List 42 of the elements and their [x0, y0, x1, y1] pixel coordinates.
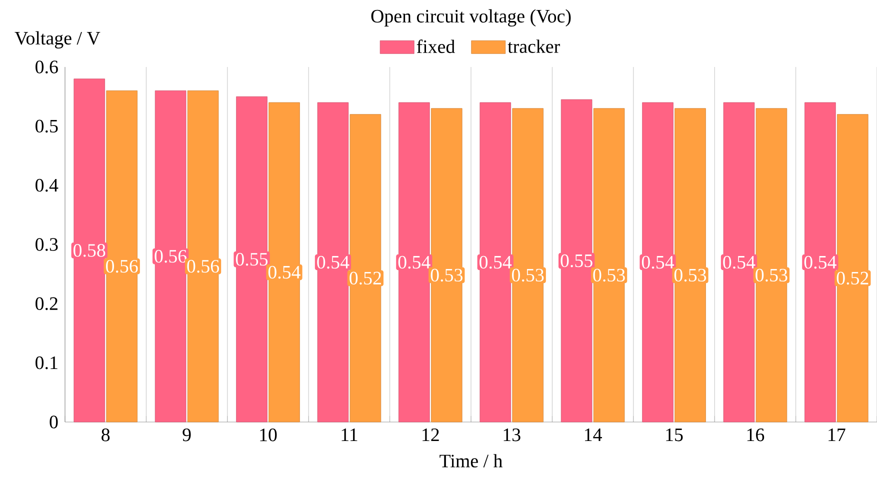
y-tick-label: 0.5: [36, 120, 58, 133]
y-tick-label: 0.4: [36, 178, 58, 192]
data-label: 0.53: [593, 268, 625, 282]
data-label: 0.53: [512, 268, 544, 282]
x-tick-label: 15: [666, 428, 683, 442]
data-label: 0.54: [642, 256, 674, 269]
data-label: 0.56: [187, 260, 220, 273]
data-label: 0.56: [154, 250, 187, 263]
y-tick-label: 0: [50, 416, 58, 428]
y-tick-label: 0.3: [36, 238, 58, 251]
data-label: 0.52: [350, 272, 381, 285]
data-label: 0.54: [480, 256, 512, 269]
x-tick-label: 12: [422, 428, 439, 442]
x-tick-label: 13: [504, 428, 520, 442]
x-tick-label: 8: [102, 428, 110, 442]
x-tick-label: 14: [585, 428, 602, 442]
data-label: 0.52: [836, 272, 868, 285]
x-tick-label: 17: [828, 428, 846, 442]
x-tick-label: 11: [342, 428, 358, 442]
data-label: 0.56: [106, 260, 138, 273]
data-label: 0.54: [804, 256, 836, 269]
data-label: 0.54: [398, 256, 430, 269]
x-tick-label: 16: [747, 428, 764, 442]
y-tick-label: 0.2: [36, 297, 58, 310]
y-axis-title: Voltage / V: [14, 31, 100, 48]
chart-title: Open circuit voltage (Voc): [371, 9, 571, 27]
data-label: 0.54: [317, 256, 350, 269]
data-label: 0.58: [74, 244, 106, 257]
y-tick-label: 0.6: [36, 60, 58, 74]
y-tick-label: 0.1: [36, 356, 58, 370]
x-axis-title: Time / h: [440, 454, 502, 468]
x-tick-label: 10: [260, 428, 277, 442]
legend-label: fixed: [416, 40, 455, 54]
data-label: 0.53: [430, 268, 462, 282]
data-label: 0.54: [723, 256, 756, 269]
data-label: 0.55: [560, 254, 592, 268]
data-label: 0.55: [236, 252, 268, 266]
x-tick-label: 9: [182, 428, 191, 442]
data-label: 0.53: [674, 268, 706, 282]
data-label: 0.54: [268, 266, 301, 279]
data-label: 0.53: [756, 268, 788, 282]
legend-label: tracker: [508, 40, 560, 53]
